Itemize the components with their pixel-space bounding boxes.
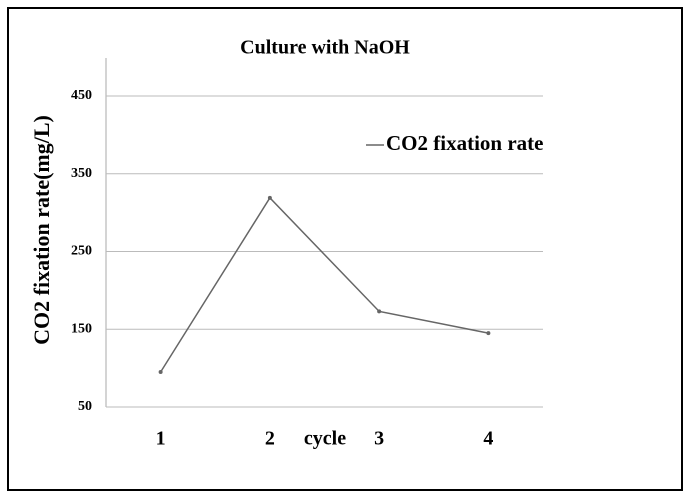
- y-tick-label: 50: [78, 399, 92, 414]
- point: [267, 195, 272, 200]
- x-tick-label: 4: [483, 428, 493, 450]
- line: [159, 196, 489, 373]
- legend-label: CO2 fixation rate: [386, 131, 543, 155]
- point: [158, 370, 163, 375]
- y-tick-label: 350: [71, 166, 92, 181]
- y-tick-label: 250: [71, 244, 92, 259]
- y-axis-label: CO2 fixation rate(mg/L): [29, 115, 54, 345]
- x-tick-label: 1: [156, 428, 166, 450]
- point: [486, 331, 491, 336]
- x-tick-label: 3: [374, 428, 384, 450]
- point: [377, 309, 382, 314]
- y-tick-label: 450: [71, 88, 92, 103]
- frame: [7, 7, 683, 491]
- x-tick-label: 2: [265, 428, 275, 450]
- chart-title: Culture with NaOH: [240, 37, 410, 59]
- y-tick-label: 150: [71, 321, 92, 336]
- x-axis-label: cycle: [304, 428, 346, 450]
